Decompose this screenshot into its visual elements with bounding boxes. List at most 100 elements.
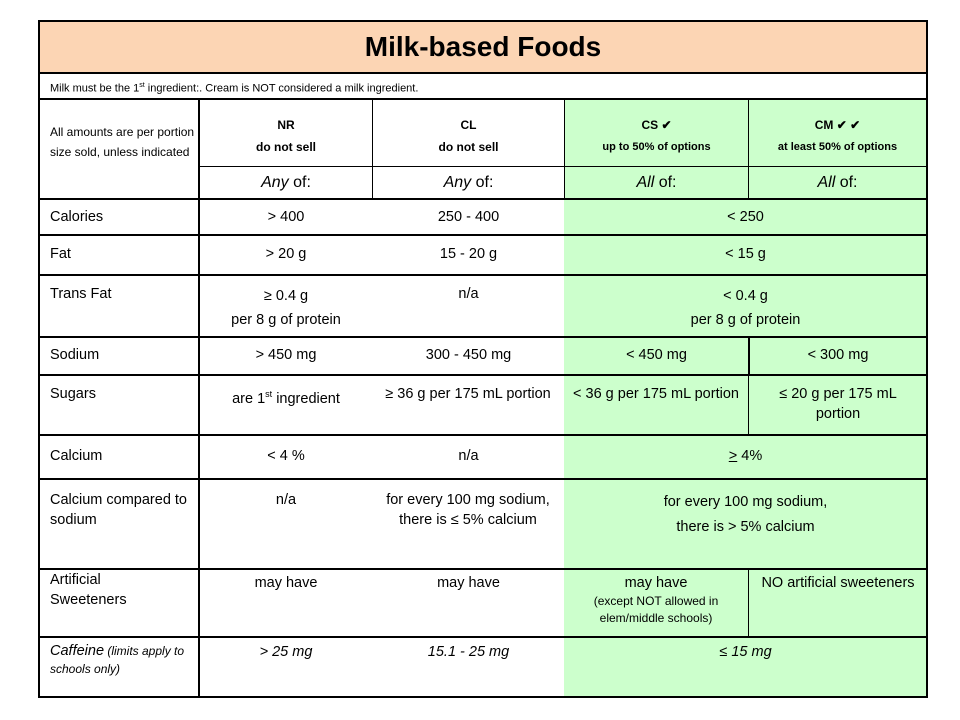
cs-code: CS ✔ xyxy=(641,118,672,132)
column-divider xyxy=(748,374,749,434)
fat-nr: > 20 g xyxy=(265,246,307,262)
cs-desc: up to 50% of options xyxy=(602,141,711,153)
title-band: Milk-based Foods xyxy=(40,22,926,74)
qualifier-rest: of: xyxy=(835,174,858,191)
row-divider xyxy=(40,274,926,276)
nr-desc: do not sell xyxy=(256,140,316,154)
cl-code: CL xyxy=(460,118,477,132)
calcium-cs-cm: > 4% xyxy=(565,446,926,466)
calcium-sodium-cs-cm-line2: there is > 5% calcium xyxy=(676,519,815,535)
sodium-cl: 300 - 450 mg xyxy=(425,347,512,363)
row-label-sugars: Sugars xyxy=(50,386,96,402)
row-label-caffeine: Caffeine (limits apply to schools only) xyxy=(40,642,192,678)
caffeine-label-note: (limits apply to schools only) xyxy=(50,644,185,676)
row-label-trans-fat: Trans Fat xyxy=(50,286,112,302)
caffeine-nr: > 25 mg xyxy=(200,642,372,662)
sweeteners-cm: NO artificial sweeteners xyxy=(761,575,915,591)
sweeteners-cs: may have (except NOT allowed in elem/mid… xyxy=(570,573,742,627)
row-divider xyxy=(40,234,926,236)
amounts-note: All amounts are per portion size sold, u… xyxy=(50,125,195,159)
sugars-cs: < 36 g per 175 mL portion xyxy=(573,386,739,402)
column-divider xyxy=(748,568,749,636)
qualifier-word: Any xyxy=(443,174,472,191)
sweeteners-cs-value: may have xyxy=(624,575,688,591)
calcium-sodium-cl: for every 100 mg sodium, there is ≤ 5% c… xyxy=(386,492,550,528)
column-divider xyxy=(748,100,749,198)
fat-cl: 15 - 20 g xyxy=(439,246,498,262)
caffeine-label: Caffeine xyxy=(50,643,105,659)
qualifier-rest: of: xyxy=(654,174,677,191)
trans-fat-cs-cm-line1: < 0.4 g xyxy=(723,288,768,304)
page-title: Milk-based Foods xyxy=(364,31,602,62)
row-divider xyxy=(40,636,926,638)
qualifier-word: All xyxy=(817,174,836,191)
calcium-sodium-cs-cm-line1: for every 100 mg sodium, xyxy=(663,494,828,510)
qualifier-cm: All of: xyxy=(749,174,926,192)
sugars-nr-pre: are 1 xyxy=(232,390,266,407)
sugars-nr: are 1st ingredient xyxy=(200,384,372,409)
calories-cl: 250 - 400 xyxy=(437,209,500,225)
column-header-cm: CM ✔ ✔ at least 50% of options xyxy=(749,114,926,158)
cm-code: CM ✔ ✔ xyxy=(814,118,861,132)
qualifier-rest: of: xyxy=(471,174,494,191)
qualifier-cs: All of: xyxy=(565,174,748,192)
trans-fat-nr-line2: per 8 g of protein xyxy=(231,312,341,328)
nr-code: NR xyxy=(277,118,295,132)
calories-nr: > 400 xyxy=(267,209,305,225)
row-divider xyxy=(40,336,926,338)
row-label-fat: Fat xyxy=(50,246,71,262)
cl-desc: do not sell xyxy=(438,140,499,154)
qualifier-rest: of: xyxy=(288,174,311,191)
calcium-nr: < 4 % xyxy=(267,448,305,464)
column-divider xyxy=(372,100,373,198)
caffeine-cl: 15.1 - 25 mg xyxy=(373,642,564,662)
column-divider xyxy=(748,336,750,374)
trans-fat-nr: ≥ 0.4 g per 8 g of protein xyxy=(200,284,372,332)
note-text-pre: Milk must be the 1 xyxy=(50,82,140,95)
sweeteners-cl: may have xyxy=(437,575,500,591)
calcium-sodium-cs-cm: for every 100 mg sodium, there is > 5% c… xyxy=(565,490,926,540)
sugars-cm: ≤ 20 g per 175 mL portion xyxy=(779,386,897,422)
column-header-cs: CS ✔ up to 50% of options xyxy=(565,114,748,158)
caffeine-cs-cm: ≤ 15 mg xyxy=(565,642,926,662)
row-divider xyxy=(40,568,926,570)
column-header-nr: NR do not sell xyxy=(200,114,372,158)
calcium-sodium-nr: n/a xyxy=(275,492,297,508)
note-text-post: ingredient:. Cream is NOT considered a m… xyxy=(144,82,419,95)
sugars-nr-post: ingredient xyxy=(272,390,340,407)
qualifier-word: All xyxy=(636,174,655,191)
milk-ingredient-note: Milk must be the 1st ingredient:. Cream … xyxy=(40,74,926,100)
sweeteners-nr: may have xyxy=(254,575,318,591)
caffeine-nr-value: > 25 mg xyxy=(259,644,313,660)
sugars-nr-sup: st xyxy=(265,389,273,399)
row-label-calories: Calories xyxy=(50,209,104,225)
fat-cs-cm: < 15 g xyxy=(725,246,766,262)
sugars-cl: ≥ 36 g per 175 mL portion xyxy=(385,386,551,402)
calcium-cs-cm-symbol: > xyxy=(728,448,738,464)
row-divider xyxy=(198,166,926,167)
row-divider xyxy=(40,478,926,480)
calcium-cs-cm-value: 4% xyxy=(737,448,763,464)
qualifier-nr: Any of: xyxy=(200,174,372,192)
trans-fat-nr-line1: ≥ 0.4 g xyxy=(263,288,309,304)
row-label-calcium-sodium: Calcium compared to sodium xyxy=(50,492,187,528)
qualifier-cl: Any of: xyxy=(373,174,564,192)
trans-fat-cs-cm-line2: per 8 g of protein xyxy=(690,312,801,328)
row-divider xyxy=(40,198,926,200)
sweeteners-cs-note: (except NOT allowed in elem/middle schoo… xyxy=(593,594,719,625)
sodium-cm: < 300 mg xyxy=(807,347,869,363)
note-text-sup: st xyxy=(139,82,145,89)
trans-fat-cs-cm: < 0.4 g per 8 g of protein xyxy=(565,284,926,332)
row-label-calcium: Calcium xyxy=(50,448,103,464)
calcium-cl: n/a xyxy=(458,448,479,464)
row-divider xyxy=(40,434,926,436)
calories-cs-cm: < 250 xyxy=(727,209,764,225)
column-divider xyxy=(198,100,200,696)
nutrition-table: Milk-based Foods Milk must be the 1st in… xyxy=(38,20,928,698)
caffeine-cl-value: 15.1 - 25 mg xyxy=(427,644,510,660)
sodium-cs: < 450 mg xyxy=(626,347,687,363)
row-label-sweeteners: Artificial Sweeteners xyxy=(50,572,127,608)
trans-fat-cl: n/a xyxy=(458,286,479,302)
column-header-cl: CL do not sell xyxy=(373,114,564,158)
caffeine-cs-cm-value: ≤ 15 mg xyxy=(719,644,772,660)
